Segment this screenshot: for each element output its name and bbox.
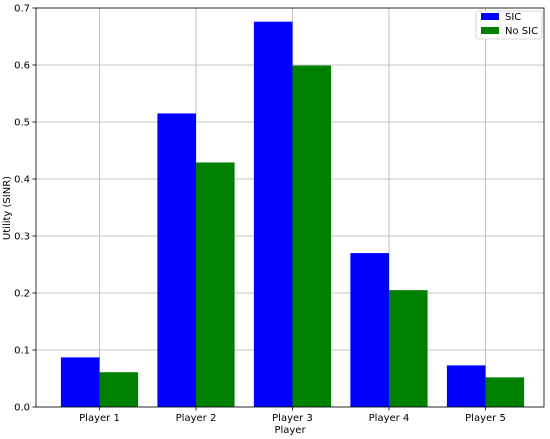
bar-sic-player-1 xyxy=(60,357,100,407)
x-tick-label: Player 2 xyxy=(176,413,217,424)
ticks-layer: 0.0 0.1 0.2 0.3 0.4 0.5 0.6 0.7 Player 1 Player 2… xyxy=(14,4,506,425)
x-axis-label: Player xyxy=(274,425,306,436)
x-tick-label: Player 3 xyxy=(272,413,313,424)
x-tick-label: Player 4 xyxy=(369,413,410,424)
bars-layer xyxy=(60,21,525,408)
legend-label-no-sic: No SIC xyxy=(505,26,538,37)
legend-swatch-no-sic xyxy=(481,27,499,34)
bar-no-sic-player-5 xyxy=(485,377,525,407)
bar-no-sic-player-4 xyxy=(389,290,428,407)
y-tick-label: 0.7 xyxy=(14,4,30,15)
bar-sic-player-5 xyxy=(446,365,486,407)
plot-frame xyxy=(35,7,545,408)
bar-no-sic-player-3 xyxy=(292,65,332,407)
y-tick-label: 0.1 xyxy=(14,346,30,357)
bar-sic-player-3 xyxy=(253,21,293,408)
bar-no-sic-player-2 xyxy=(196,162,235,407)
y-tick-label: 0.4 xyxy=(14,175,30,186)
legend-label-sic: SIC xyxy=(505,12,521,23)
y-tick-label: 0.3 xyxy=(14,232,30,243)
x-tick-label: Player 1 xyxy=(79,413,120,424)
y-tick-label: 0.0 xyxy=(14,403,30,414)
legend-swatch-sic xyxy=(481,13,499,20)
bar-sic-player-2 xyxy=(157,113,196,407)
y-axis-label: Utility (SINR) xyxy=(2,176,13,240)
x-tick-label: Player 5 xyxy=(465,413,506,424)
bar-no-sic-player-1 xyxy=(99,372,139,407)
y-tick-label: 0.6 xyxy=(14,61,30,72)
y-tick-label: 0.2 xyxy=(14,289,30,300)
legend: SIC No SIC xyxy=(475,10,543,40)
bar-sic-player-4 xyxy=(350,253,389,407)
y-tick-label: 0.5 xyxy=(14,118,30,129)
